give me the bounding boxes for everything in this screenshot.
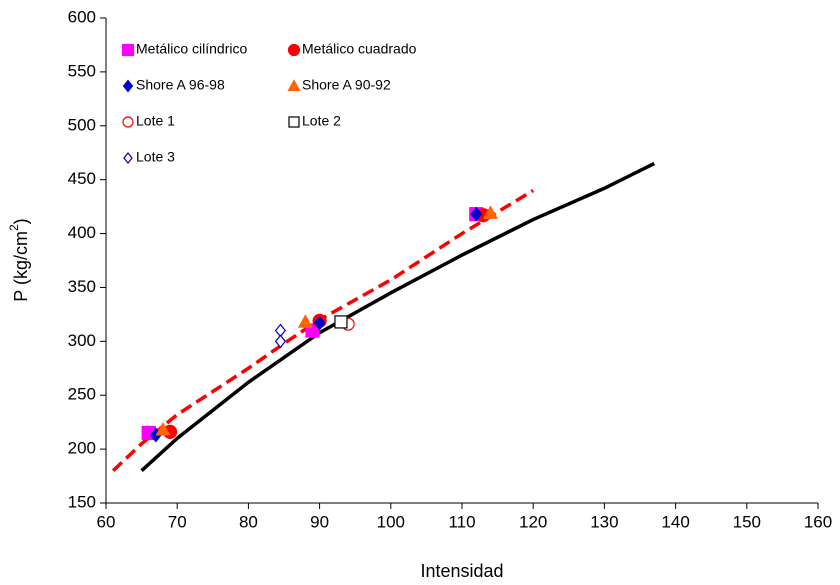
y-tick-label: 550 (68, 61, 96, 80)
y-tick-label: 350 (68, 277, 96, 296)
legend-marker (122, 116, 134, 128)
x-tick-label: 120 (519, 512, 547, 531)
legend-label: Shore A 90-92 (302, 77, 391, 93)
legend-marker (123, 152, 133, 164)
legend-marker (287, 79, 301, 91)
fit-curve (140, 161, 656, 472)
marker (313, 315, 326, 331)
marker (297, 314, 313, 328)
legend-label: Lote 3 (136, 149, 175, 165)
y-axis-title: P (kg/cm2) (7, 218, 31, 301)
x-tick-label: 130 (590, 512, 618, 531)
legend-label: Metálico cilíndrico (136, 41, 247, 57)
legend-label: Shore A 96-98 (136, 77, 225, 93)
x-tick-label: 80 (239, 512, 258, 531)
y-tick-label: 200 (68, 439, 96, 458)
y-tick-label: 500 (68, 115, 96, 134)
x-tick-label: 60 (97, 512, 116, 531)
y-tick-label: 400 (68, 223, 96, 242)
legend-marker (122, 79, 134, 93)
x-tick-label: 100 (377, 512, 405, 531)
legend-marker (288, 116, 300, 128)
y-tick-label: 150 (68, 492, 96, 511)
legend-marker (287, 43, 301, 57)
x-axis-title: Intensidad (420, 561, 503, 581)
x-tick-label: 150 (733, 512, 761, 531)
y-tick-label: 250 (68, 385, 96, 404)
y-tick-label: 450 (68, 169, 96, 188)
legend-label: Metálico cuadrado (302, 41, 417, 57)
y-tick-label: 300 (68, 331, 96, 350)
legend-marker (121, 43, 135, 57)
x-tick-label: 110 (448, 512, 475, 531)
marker (482, 205, 498, 219)
legend-label: Lote 2 (302, 113, 341, 129)
legend-label: Lote 1 (136, 113, 175, 129)
y-axis-title-sup: 2 (7, 224, 21, 231)
x-tick-label: 70 (168, 512, 187, 531)
marker (274, 334, 287, 349)
y-axis-title-end: ) (11, 218, 31, 224)
marker (470, 206, 483, 222)
y-tick-label: 600 (68, 7, 96, 26)
x-tick-label: 140 (661, 512, 689, 531)
x-tick-label: 90 (310, 512, 329, 531)
marker (334, 315, 348, 329)
marker (155, 421, 171, 436)
y-axis-title-main: P (kg/cm (11, 231, 31, 302)
x-tick-label: 160 (804, 512, 832, 531)
